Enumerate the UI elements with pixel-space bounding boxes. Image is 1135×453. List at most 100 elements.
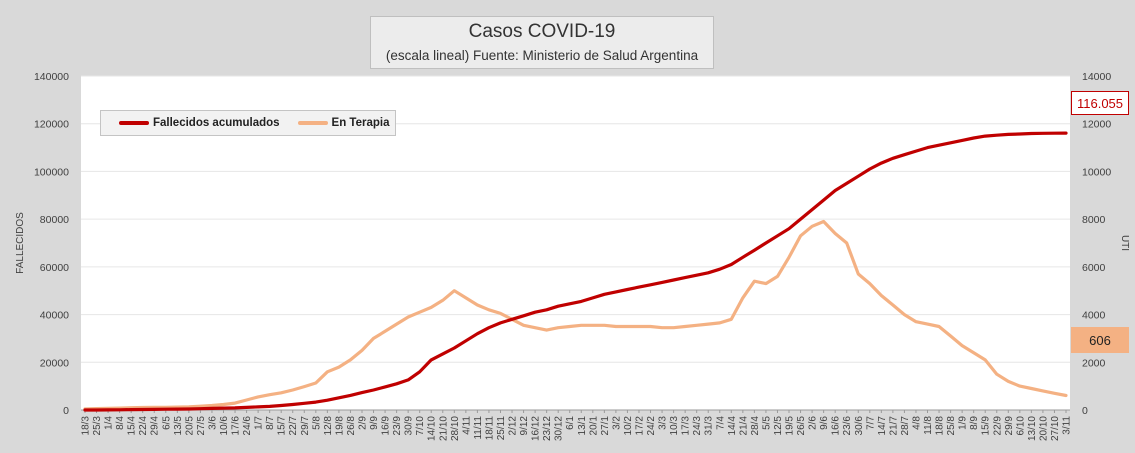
y-tick-label: 140000 xyxy=(34,71,69,83)
chart-subtitle: (escala lineal) Fuente: Ministerio de Sa… xyxy=(385,48,699,63)
legend-item-deaths: Fallecidos acumulados xyxy=(119,117,280,129)
x-tick-label: 3/6 xyxy=(207,416,218,430)
x-tick-label: 29/4 xyxy=(150,416,161,436)
x-tick-label: 9/9 xyxy=(369,416,380,430)
y-tick-label: 100000 xyxy=(34,166,69,178)
chart-title: Casos COVID-19 xyxy=(468,21,616,42)
x-tick-label: 16/9 xyxy=(381,416,392,436)
x-tick-label: 14/10 xyxy=(427,416,438,441)
y2-tick-label: 14000 xyxy=(1082,71,1111,83)
x-tick-label: 27/1 xyxy=(600,416,611,436)
x-tick-label: 4/8 xyxy=(911,416,922,430)
x-tick-label: 6/10 xyxy=(1015,416,1026,436)
x-tick-label: 15/4 xyxy=(127,416,138,436)
x-tick-label: 13/1 xyxy=(577,416,588,436)
axes: 0 20000 40000 60000 80000 100000 120000 140000 0… xyxy=(34,71,1111,441)
x-tick-label: 8/9 xyxy=(969,416,980,430)
y-axis-title: FALLECIDOS xyxy=(15,212,26,274)
y2-tick-label: 4000 xyxy=(1082,310,1106,322)
x-tick-label: 1/9 xyxy=(958,416,969,430)
y2-tick-label: 10000 xyxy=(1082,166,1111,178)
x-tick-label: 5/8 xyxy=(311,416,322,430)
x-tick-label: 18/11 xyxy=(484,416,495,441)
grid xyxy=(81,75,1070,363)
legend-label-deaths: Fallecidos acumulados xyxy=(153,117,280,129)
y2-tick-label: 6000 xyxy=(1082,262,1106,274)
x-tick-label: 13/5 xyxy=(173,416,184,436)
x-tick-label: 21/10 xyxy=(438,416,449,441)
x-tick-label: 19/8 xyxy=(334,416,345,436)
deaths-last-value-callout: 116.055 xyxy=(1071,91,1129,115)
x-tick-label: 28/10 xyxy=(450,416,461,441)
x-tick-label: 27/5 xyxy=(196,416,207,436)
x-tick-label: 11/11 xyxy=(473,416,484,440)
x-tick-label: 29/7 xyxy=(300,416,311,436)
x-tick-label: 8/7 xyxy=(265,416,276,430)
y2-tick-label: 8000 xyxy=(1082,214,1106,226)
x-tick-label: 10/2 xyxy=(623,416,634,436)
series-layer xyxy=(83,131,1068,412)
x-tick-label: 30/12 xyxy=(554,416,565,441)
x-tick-label: 25/8 xyxy=(946,416,957,436)
x-tick-label: 1/7 xyxy=(254,416,265,430)
y-tick-label: 40000 xyxy=(40,310,69,322)
x-tick-label: 16/6 xyxy=(831,416,842,436)
x-tick-label: 18/8 xyxy=(935,416,946,436)
legend-label-icu: En Terapia xyxy=(331,117,390,129)
x-tick-label: 24/6 xyxy=(242,416,253,436)
x-tick-label: 9/12 xyxy=(519,416,530,436)
x-tick-label: 7/7 xyxy=(865,416,876,430)
x-tick-label: 12/5 xyxy=(773,416,784,436)
x-tick-label: 23/9 xyxy=(392,416,403,436)
x-tick-label: 9/6 xyxy=(819,416,830,430)
x-tick-label: 26/5 xyxy=(796,416,807,436)
x-tick-label: 10/3 xyxy=(669,416,680,436)
x-tick-label: 20/1 xyxy=(588,416,599,436)
y2-tick-label: 2000 xyxy=(1082,357,1106,369)
x-tick-label: 6/5 xyxy=(161,416,172,430)
x-tick-label: 17/2 xyxy=(634,416,645,436)
legend-swatch-deaths xyxy=(119,121,149,125)
x-tick-label: 24/3 xyxy=(692,416,703,436)
x-tick-label: 6/1 xyxy=(565,416,576,430)
x-tick-label: 23/6 xyxy=(842,416,853,436)
series-line-deaths xyxy=(83,131,1068,412)
x-tick-label: 14/7 xyxy=(877,416,888,436)
y-tick-label: 120000 xyxy=(34,119,69,131)
x-tick-label: 21/4 xyxy=(738,416,749,436)
legend: Fallecidos acumulados En Terapia xyxy=(100,110,396,136)
x-tick-label: 20/5 xyxy=(184,416,195,436)
x-tick-label: 15/7 xyxy=(277,416,288,436)
x-tick-label: 1/4 xyxy=(104,416,115,430)
y-tick-label: 60000 xyxy=(40,262,69,274)
x-tick-label: 28/7 xyxy=(900,416,911,436)
x-tick-label: 16/12 xyxy=(531,416,542,441)
x-tick-label: 27/10 xyxy=(1050,416,1061,441)
y2-axis-title: UTI xyxy=(1119,235,1130,251)
x-tick-label: 25/3 xyxy=(92,416,103,436)
title-box: Casos COVID-19 (escala lineal) Fuente: M… xyxy=(370,16,714,69)
x-tick-label: 17/6 xyxy=(231,416,242,436)
x-tick-label: 22/9 xyxy=(992,416,1003,436)
y-tick-label: 20000 xyxy=(40,357,69,369)
x-tick-label: 29/9 xyxy=(1004,416,1015,436)
x-tick-label: 17/3 xyxy=(681,416,692,436)
x-tick-label: 21/7 xyxy=(888,416,899,436)
x-tick-label: 7/10 xyxy=(415,416,426,436)
x-tick-label: 25/11 xyxy=(496,416,507,441)
y2-tick-label: 12000 xyxy=(1082,119,1111,131)
x-tick-label: 22/4 xyxy=(138,416,149,436)
y-tick-label: 0 xyxy=(63,405,69,417)
x-tick-label: 10/6 xyxy=(219,416,230,436)
x-tick-label: 13/10 xyxy=(1027,416,1038,441)
x-tick-label: 7/4 xyxy=(715,416,726,430)
legend-item-icu: En Terapia xyxy=(297,117,390,129)
x-tick-label: 8/4 xyxy=(115,416,126,430)
x-tick-label: 18/3 xyxy=(81,416,92,436)
x-tick-label: 30/6 xyxy=(854,416,865,436)
x-tick-label: 5/5 xyxy=(761,416,772,430)
x-tick-label: 12/8 xyxy=(323,416,334,436)
series-line-icu xyxy=(83,219,1068,411)
x-tick-label: 30/9 xyxy=(404,416,415,436)
x-tick-label: 11/8 xyxy=(923,416,934,435)
